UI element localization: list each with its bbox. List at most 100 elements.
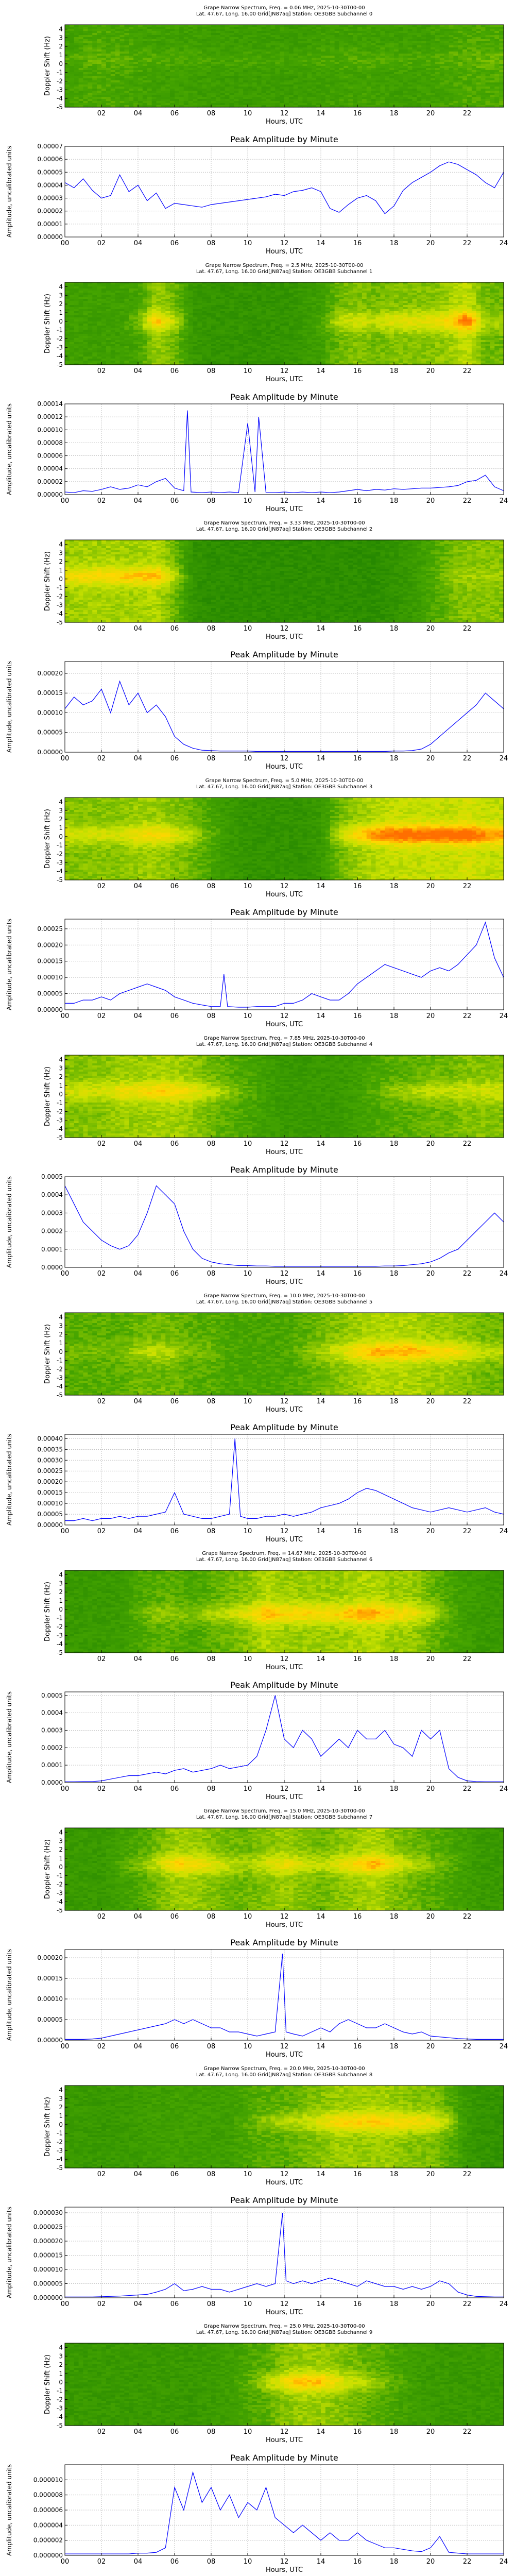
- heatmap-cell: [88, 95, 93, 97]
- heatmap-cell: [74, 82, 79, 85]
- heatmap-cell: [151, 52, 157, 54]
- heatmap-cell: [330, 80, 335, 83]
- heatmap-cell: [325, 97, 331, 99]
- heatmap-cell: [480, 95, 486, 97]
- heatmap-cell: [435, 82, 440, 85]
- heatmap-cell: [471, 68, 477, 71]
- heatmap-cell: [312, 93, 317, 95]
- heatmap-cell: [371, 27, 376, 29]
- heatmap-cell: [431, 35, 436, 38]
- heatmap-cell: [101, 72, 107, 75]
- heatmap-cell: [458, 45, 463, 48]
- heatmap-cell: [165, 326, 170, 328]
- heatmap-cell: [202, 97, 207, 99]
- heatmap-cell: [431, 91, 436, 93]
- heatmap-cell: [78, 70, 84, 73]
- heatmap-cell: [165, 35, 170, 38]
- heatmap-cell: [147, 354, 152, 357]
- heatmap-cell: [110, 43, 116, 46]
- heatmap-cell: [417, 95, 422, 97]
- heatmap-cell: [83, 49, 88, 52]
- heatmap-cell: [431, 74, 436, 77]
- heatmap-cell: [175, 344, 180, 347]
- heatmap-cell: [471, 45, 477, 48]
- heatmap-cell: [325, 39, 331, 42]
- heatmap-cell: [431, 31, 436, 33]
- heatmap-cell: [467, 99, 472, 101]
- heatmap-cell: [170, 27, 175, 29]
- heatmap-cell: [88, 319, 93, 322]
- heatmap-cell: [480, 25, 486, 27]
- heatmap-cell: [302, 82, 307, 85]
- heatmap-cell: [234, 49, 239, 52]
- heatmap-cell: [183, 89, 189, 91]
- heatmap-cell: [453, 54, 458, 56]
- heatmap-cell: [476, 78, 482, 81]
- heatmap-cell: [78, 45, 84, 48]
- heatmap-cell: [65, 284, 70, 287]
- heatmap-cell: [417, 43, 422, 46]
- heatmap-cell: [124, 286, 129, 289]
- heatmap-cell: [156, 91, 161, 93]
- heatmap-cell: [417, 62, 422, 64]
- heatmap-cell: [362, 76, 367, 79]
- heatmap-cell: [256, 72, 262, 75]
- heatmap-cell: [453, 70, 458, 73]
- heatmap-cell: [293, 72, 299, 75]
- heatmap-cell: [215, 78, 221, 81]
- heatmap-cell: [439, 49, 445, 52]
- heatmap-cell: [193, 60, 198, 62]
- heatmap-cell: [490, 76, 495, 79]
- heatmap-cell: [147, 70, 152, 73]
- heatmap-cell: [119, 72, 125, 75]
- heatmap-cell: [161, 330, 166, 332]
- heatmap-cell: [225, 89, 230, 91]
- heatmap-cell: [238, 41, 244, 44]
- heatmap-cell: [165, 295, 170, 297]
- heatmap-cell: [407, 60, 413, 62]
- heatmap-cell: [92, 297, 97, 299]
- heatmap-cell: [74, 39, 79, 42]
- heatmap-cell: [138, 31, 143, 33]
- heatmap-cell: [175, 62, 180, 64]
- heatmap-cell: [161, 324, 166, 326]
- heatmap-cell: [133, 54, 139, 56]
- heatmap-cell: [101, 56, 107, 58]
- heatmap-cell: [129, 27, 134, 29]
- heatmap-cell: [288, 29, 294, 31]
- heatmap-cell: [101, 286, 107, 289]
- heatmap-cell: [362, 105, 367, 108]
- heatmap-cell: [444, 72, 450, 75]
- heatmap-cell: [330, 74, 335, 77]
- heatmap-cell: [220, 33, 226, 36]
- heatmap-cell: [215, 95, 221, 97]
- heatmap-cell: [344, 37, 349, 40]
- heatmap-cell: [115, 338, 121, 341]
- heatmap-cell: [161, 332, 166, 334]
- heatmap-cell: [334, 25, 340, 27]
- heatmap-cell: [375, 87, 381, 89]
- heatmap-cell: [83, 74, 88, 77]
- heatmap-cell: [476, 101, 482, 104]
- heatmap-cell: [65, 336, 70, 338]
- heatmap-cell: [431, 33, 436, 36]
- heatmap-cell: [398, 93, 404, 95]
- heatmap-cell: [175, 303, 180, 306]
- heatmap-cell: [220, 64, 226, 66]
- heatmap-cell: [92, 80, 97, 83]
- heatmap-cell: [179, 324, 184, 326]
- heatmap-cell: [215, 70, 221, 73]
- heatmap-cell: [74, 31, 79, 33]
- heatmap-cell: [161, 87, 166, 89]
- heatmap-cell: [439, 82, 445, 85]
- heatmap-cell: [480, 39, 486, 42]
- heatmap-cell: [101, 340, 107, 343]
- heatmap-cell: [156, 336, 161, 338]
- heatmap-cell: [193, 91, 198, 93]
- heatmap-cell: [270, 101, 276, 104]
- heatmap-cell: [147, 66, 152, 69]
- heatmap-cell: [270, 70, 276, 73]
- heatmap-cell: [83, 72, 88, 75]
- heatmap-cell: [353, 103, 358, 106]
- spectrum-title: Grape Narrow Spectrum, Freq. = 2.5 MHz, …: [205, 263, 364, 268]
